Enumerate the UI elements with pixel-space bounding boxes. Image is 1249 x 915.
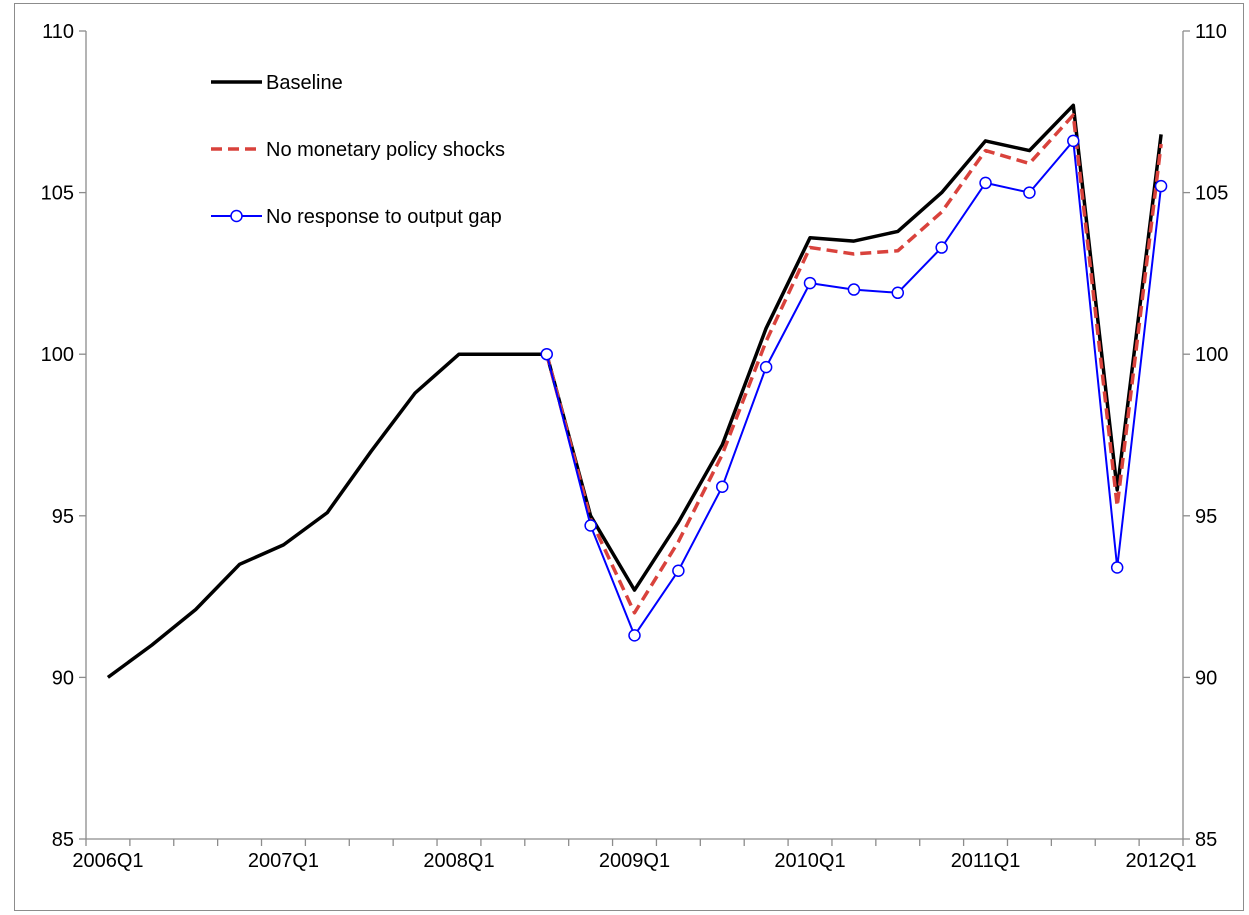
y-tick-label-left: 105 (41, 183, 74, 205)
x-tick-label: 2012Q1 (1125, 850, 1196, 872)
x-tick-label: 2011Q1 (951, 850, 1021, 872)
chart-frame (14, 3, 1244, 911)
series-line (106, 103, 1163, 679)
y-tick-label-left: 85 (52, 829, 74, 851)
data-point-marker (1154, 179, 1168, 193)
legend-item: No monetary policy shocks (211, 139, 505, 161)
data-point-marker (540, 347, 553, 361)
legend-label: Baseline (266, 72, 343, 94)
legend-label: No response to output gap (266, 206, 502, 228)
data-point-marker (672, 564, 685, 577)
data-point-marker (1110, 561, 1124, 574)
data-point-marker (891, 286, 905, 300)
y-tick-label-left: 95 (52, 506, 74, 528)
tick-labels: 85 90 95 100 105 110 85 90 95 100 105 110 2006Q1 2007… (41, 21, 1229, 872)
series-2 (540, 134, 1168, 642)
y-tick-label-right: 95 (1195, 506, 1217, 528)
axes (79, 30, 1190, 846)
y-tick-label-right: 90 (1195, 667, 1217, 689)
legend: Baseline No monetary policy shocks No resp… (211, 72, 505, 228)
data-point-marker (1067, 134, 1080, 148)
legend-label: No monetary policy shocks (266, 139, 505, 161)
y-tick-label-left: 110 (42, 21, 74, 43)
y-tick-label-right: 85 (1195, 829, 1217, 851)
data-point-marker (935, 241, 948, 254)
legend-item: Baseline (211, 72, 343, 94)
legend-item: No response to output gap (211, 206, 502, 228)
y-tick-label-left: 100 (41, 344, 74, 366)
data-point-marker (628, 629, 641, 642)
series-1 (545, 113, 1163, 615)
y-tick-label-right: 110 (1195, 21, 1227, 43)
x-tick-label: 2010Q1 (774, 850, 845, 872)
y-tick-label-right: 105 (1195, 183, 1228, 205)
x-tick-label: 2009Q1 (599, 850, 670, 872)
legend-marker (230, 209, 243, 223)
data-point-marker (1023, 186, 1036, 199)
data-point-marker (759, 360, 773, 374)
data-point-marker (847, 283, 861, 296)
series-line (545, 113, 1163, 615)
x-tick-label: 2007Q1 (248, 850, 319, 872)
y-tick-label-left: 90 (52, 667, 74, 689)
data-point-marker (979, 176, 992, 190)
y-tick-label-right: 100 (1195, 344, 1228, 366)
x-tick-label: 2008Q1 (423, 850, 494, 872)
data-point-marker (716, 480, 729, 493)
series-0 (106, 103, 1163, 679)
data-point-marker (584, 519, 597, 532)
series-layer (106, 103, 1168, 679)
data-point-marker (803, 276, 817, 290)
series-line (545, 139, 1163, 637)
x-tick-label: 2006Q1 (72, 850, 143, 872)
